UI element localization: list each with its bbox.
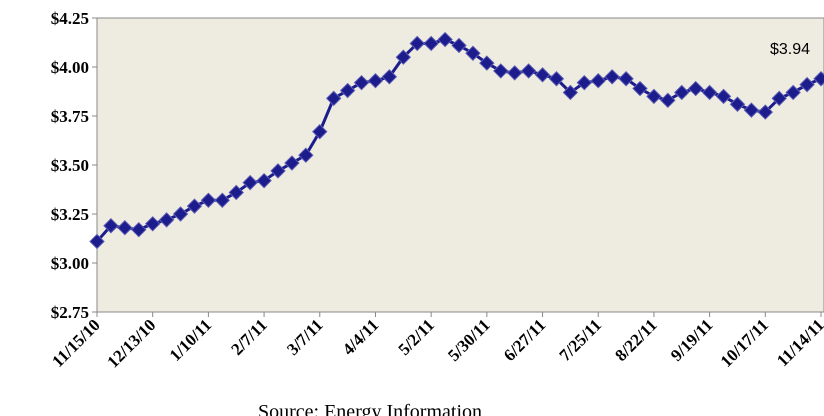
- marker: [423, 35, 439, 52]
- x-tick-label: 1/10/11: [166, 315, 216, 365]
- x-tick-label: 7/25/11: [556, 315, 606, 365]
- marker: [117, 220, 133, 236]
- y-tick-label: $4.25: [51, 9, 89, 28]
- marker: [771, 90, 787, 107]
- marker: [367, 73, 384, 89]
- marker: [715, 88, 732, 105]
- marker: [395, 49, 412, 65]
- x-tick-label: 6/27/11: [500, 315, 550, 365]
- annotation: $3.94: [770, 41, 810, 58]
- marker: [353, 74, 370, 91]
- marker: [312, 123, 328, 140]
- marker: [172, 206, 189, 222]
- marker: [660, 92, 676, 109]
- marker: [520, 63, 537, 79]
- marker: [729, 96, 746, 112]
- x-tick-label: 10/17/11: [717, 315, 773, 371]
- y-tick-label: $2.75: [51, 303, 89, 322]
- x-tick-label: 12/13/10: [103, 315, 159, 371]
- marker: [576, 74, 593, 91]
- x-tick-label: 5/2/11: [394, 315, 437, 358]
- marker: [701, 84, 718, 101]
- marker: [604, 69, 620, 85]
- x-tick-label: 5/30/11: [444, 315, 494, 365]
- marker: [200, 192, 217, 208]
- y-tick-label: $3.25: [51, 205, 89, 224]
- plot-area: [96, 17, 824, 313]
- y-tick-label: $3.75: [51, 107, 89, 126]
- marker: [618, 71, 634, 87]
- x-tick-label: 8/22/11: [611, 315, 661, 365]
- marker: [325, 90, 342, 107]
- marker: [534, 67, 551, 83]
- marker: [785, 84, 801, 101]
- marker: [590, 73, 606, 89]
- marker: [144, 216, 161, 232]
- x-tick-label: 11/15/10: [48, 315, 104, 371]
- marker: [242, 174, 258, 191]
- marker: [479, 55, 495, 71]
- marker: [256, 172, 272, 189]
- marker: [131, 221, 147, 238]
- marker: [562, 84, 579, 101]
- source: Source: Energy Information: [258, 401, 482, 416]
- marker: [451, 37, 467, 54]
- marker: [214, 192, 231, 208]
- marker: [493, 63, 509, 79]
- marker: [813, 71, 824, 87]
- marker: [674, 84, 690, 101]
- marker: [103, 218, 119, 234]
- marker: [437, 31, 453, 48]
- x-tick-label: 2/7/11: [227, 315, 270, 358]
- x-tick-label: 11/14/11: [773, 315, 824, 370]
- y-tick-label: $3.00: [51, 254, 89, 273]
- marker: [799, 76, 815, 93]
- marker: [548, 71, 565, 87]
- x-tick-label: 4/4/11: [339, 315, 382, 358]
- marker: [646, 88, 662, 105]
- marker: [687, 80, 704, 97]
- marker: [89, 233, 105, 250]
- marker: [270, 163, 286, 179]
- marker: [743, 102, 760, 118]
- marker: [409, 35, 425, 52]
- marker: [381, 69, 398, 85]
- marker: [228, 184, 244, 201]
- x-tick-label: 3/7/11: [283, 315, 326, 358]
- marker: [284, 155, 300, 171]
- x-tick-label: 9/19/11: [667, 315, 717, 365]
- marker: [506, 65, 523, 81]
- marker: [186, 198, 203, 214]
- marker: [632, 80, 648, 97]
- marker: [339, 82, 356, 99]
- marker: [757, 104, 774, 120]
- y-tick-label: $4.00: [51, 58, 89, 77]
- marker: [158, 212, 175, 228]
- y-tick-label: $3.50: [51, 156, 89, 175]
- marker: [298, 147, 314, 163]
- marker: [465, 45, 481, 61]
